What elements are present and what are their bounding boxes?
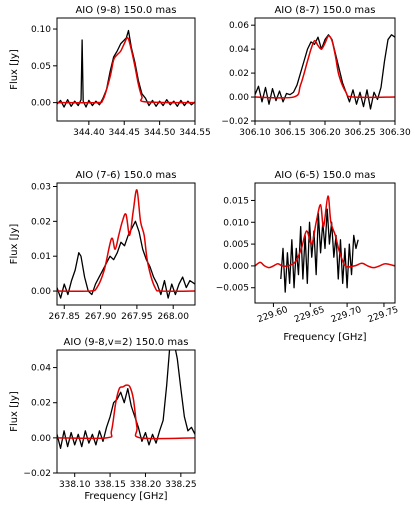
axes-frame xyxy=(254,182,396,304)
y-tick-label: 0.06 xyxy=(229,21,249,31)
panel-3: 267.85 267.90 267.95 268.00 0.00 0.01 0.02 0.03… xyxy=(9,170,196,322)
y-tick-label: −0.02 xyxy=(23,469,51,479)
model-spectrum-line xyxy=(57,36,195,104)
x-tick-label: 338.20 xyxy=(130,480,162,490)
axes-frame xyxy=(254,17,396,122)
x-tick-label: 267.85 xyxy=(49,312,81,322)
y-axis-label: Flux [Jy] xyxy=(9,49,20,90)
series-group xyxy=(255,195,395,293)
x-tick-label: 306.10 xyxy=(239,128,271,138)
panel-title: AIO (9-8,v=2) 150.0 mas xyxy=(64,337,189,348)
model-spectrum-line xyxy=(57,189,195,293)
panel-5: 338.10 338.15 338.20 338.25 −0.02 0.00 0.02 0.0… xyxy=(9,337,197,502)
y-tick-label: 0.010 xyxy=(223,218,249,228)
y-tick-label: 0.015 xyxy=(223,196,249,206)
series-group xyxy=(57,350,195,450)
y-tick-label: 0.00 xyxy=(31,99,51,109)
y-tick-label: 0.00 xyxy=(31,434,51,444)
observed-spectrum-line xyxy=(57,220,195,299)
y-axis-label: Flux [Jy] xyxy=(9,224,20,265)
x-tick-label: 306.15 xyxy=(274,128,306,138)
y-tick-label: 0.02 xyxy=(31,399,51,409)
x-tick-label: 268.00 xyxy=(157,312,189,322)
x-tick-label: 267.90 xyxy=(85,312,117,322)
y-tick-label: −0.005 xyxy=(216,284,249,294)
panel-1: 344.40 344.45 344.50 344.55 0.00 0.05 0.10 AIO … xyxy=(9,5,211,138)
x-tick-label: 306.30 xyxy=(379,128,411,138)
y-tick-label: 0.00 xyxy=(229,93,249,103)
x-tick-label: 229.70 xyxy=(330,305,363,325)
y-tick-label: 0.02 xyxy=(31,217,51,227)
panel-title: AIO (7-6) 150.0 mas xyxy=(75,170,176,181)
model-spectrum-line xyxy=(255,195,395,269)
panel-4: 229.60 229.65 229.70 229.75 −0.005 0.000 0.005… xyxy=(216,170,400,343)
x-tick-label: 338.15 xyxy=(94,480,126,490)
observed-spectrum-line xyxy=(57,350,195,450)
model-spectrum-line xyxy=(255,35,395,99)
axes-frame xyxy=(56,182,196,306)
x-tick-label: 344.40 xyxy=(73,128,105,138)
panel-title: AIO (6-5) 150.0 mas xyxy=(274,170,375,181)
y-tick-label: −0.02 xyxy=(221,117,249,127)
x-axis-label: Frequency [GHz] xyxy=(283,332,366,343)
y-tick-label: 0.00 xyxy=(31,287,51,297)
observed-spectrum-line xyxy=(255,34,395,110)
x-axis-label: Frequency [GHz] xyxy=(84,491,167,502)
y-tick-label: 0.005 xyxy=(223,240,249,250)
x-tick-label: 344.55 xyxy=(179,128,211,138)
x-tick-label: 344.50 xyxy=(144,128,176,138)
x-tick-label: 338.10 xyxy=(59,480,91,490)
y-tick-label: 0.04 xyxy=(229,45,249,55)
x-tick-label: 306.20 xyxy=(309,128,341,138)
series-group xyxy=(255,34,395,110)
y-tick-label: 0.10 xyxy=(31,25,51,35)
axes-frame xyxy=(56,349,196,474)
y-tick-label: 0.000 xyxy=(223,262,249,272)
y-axis-label: Flux [Jy] xyxy=(9,391,20,432)
x-tick-label: 229.60 xyxy=(256,305,289,325)
x-tick-label: 344.45 xyxy=(108,128,140,138)
y-tick-label: 0.05 xyxy=(31,62,51,72)
observed-spectrum-line xyxy=(280,208,359,293)
series-group xyxy=(57,29,195,108)
x-tick-label: 229.65 xyxy=(293,305,326,325)
model-spectrum-line xyxy=(57,384,195,440)
panel-title: AIO (9-8) 150.0 mas xyxy=(75,5,176,16)
axes-frame xyxy=(56,17,196,122)
x-tick-label: 338.25 xyxy=(165,480,197,490)
y-tick-label: 0.04 xyxy=(31,364,51,374)
y-tick-label: 0.01 xyxy=(31,252,51,262)
y-tick-label: 0.02 xyxy=(229,69,249,79)
observed-spectrum-line xyxy=(57,29,195,108)
x-tick-label: 306.25 xyxy=(344,128,376,138)
series-group xyxy=(57,189,195,299)
x-tick-label: 229.75 xyxy=(367,305,400,325)
panel-title: AIO (8-7) 150.0 mas xyxy=(274,5,375,16)
panel-2: 306.10 306.15 306.20 306.25 306.30 −0.02 0.00 0… xyxy=(221,5,411,138)
y-tick-label: 0.03 xyxy=(31,182,51,192)
x-tick-label: 267.95 xyxy=(121,312,153,322)
